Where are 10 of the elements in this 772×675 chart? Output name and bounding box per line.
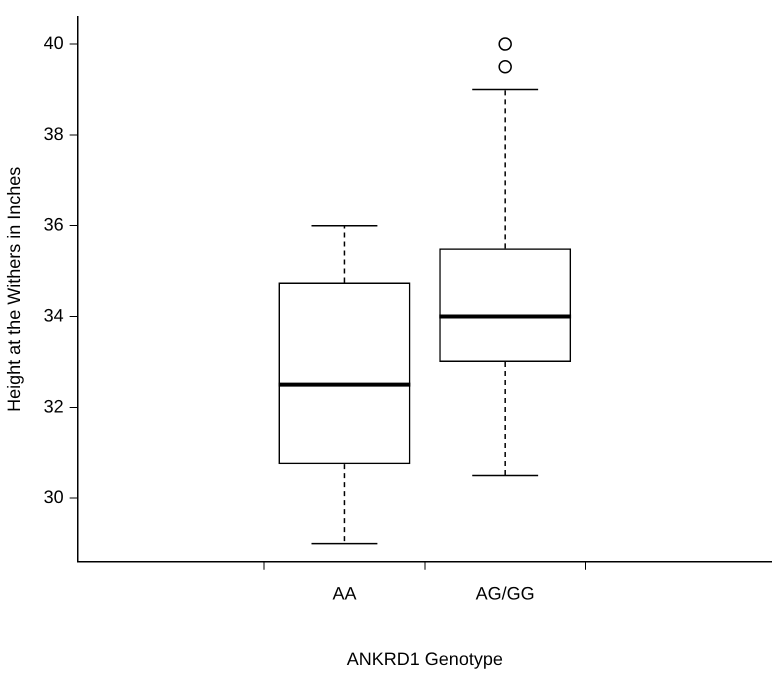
y-tick-label: 40	[44, 33, 64, 54]
y-axis-title: Height at the Withers in Inches	[4, 166, 24, 412]
y-tick-label: 36	[44, 214, 64, 235]
x-axis-title: ANKRD1 Genotype	[346, 649, 503, 670]
y-tick-label: 34	[44, 306, 64, 326]
y-tick-label: 32	[44, 396, 64, 416]
x-tick-label: AG/GG	[476, 584, 535, 604]
y-tick-label: 30	[44, 487, 64, 508]
y-tick-label: 38	[44, 124, 64, 144]
x-tick-label: AA	[332, 584, 356, 604]
